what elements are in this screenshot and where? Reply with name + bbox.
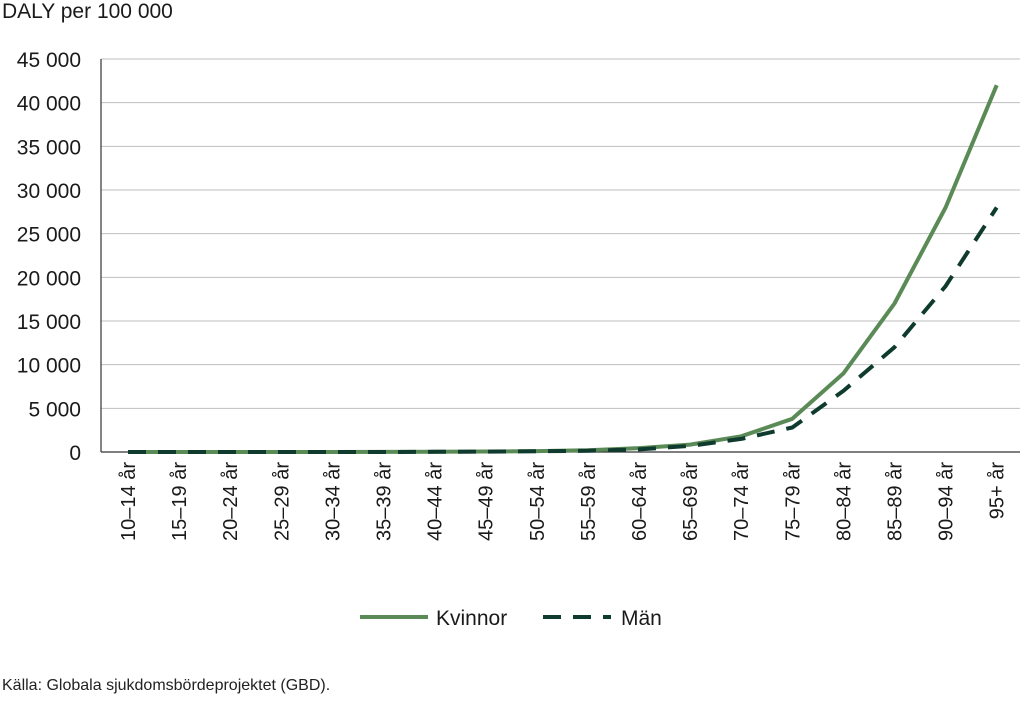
x-tick-label: 55–59 år (578, 462, 600, 541)
x-tick-label: 30–34 år (322, 462, 344, 541)
series-line-kvinnor (128, 84, 999, 454)
x-tick-label: 40–44 år (425, 462, 447, 541)
x-tick-label: 45–49 år (476, 462, 498, 541)
x-tick-label: 35–39 år (374, 462, 396, 541)
x-tick-label: 80–84 år (833, 462, 855, 541)
y-tick-label: 25 000 (17, 224, 81, 247)
y-tick-label: 30 000 (17, 180, 81, 203)
x-tick-label: 65–69 år (680, 462, 702, 541)
legend-label: Män (621, 607, 662, 630)
y-tick-label: 0 (69, 442, 81, 465)
line-chart: 0 5 000 10 000 15 000 20 000 25 000 30 000 35 0… (17, 49, 1020, 630)
x-tick-label: 95+ år (987, 462, 1009, 520)
y-tick-label: 45 000 (17, 49, 81, 72)
y-tick-label: 5 000 (28, 398, 81, 421)
x-tick-label: 90–94 år (936, 462, 958, 541)
y-tick-label: 20 000 (17, 267, 81, 290)
x-tick-label: 20–24 år (220, 462, 242, 541)
y-tick-label: 10 000 (17, 355, 81, 378)
y-tick-label: 15 000 (17, 311, 81, 334)
x-tick-label: 60–64 år (629, 462, 651, 541)
x-tick-label: 10–14 år (118, 462, 140, 541)
y-tick-label: 40 000 (17, 93, 81, 116)
x-tick-label: 85–89 år (885, 462, 907, 541)
y-axis-unit-label: DALY per 100 000 (2, 0, 173, 23)
x-tick-label: 25–29 år (271, 462, 293, 541)
x-tick-label: 70–74 år (731, 462, 753, 541)
x-tick-label: 15–19 år (169, 462, 191, 541)
x-tick-label: 75–79 år (782, 462, 804, 541)
series-line-man (128, 206, 999, 454)
legend-label: Kvinnor (436, 607, 507, 630)
y-tick-label: 35 000 (17, 136, 81, 159)
source-note: Källa: Globala sjukdomsbördeprojektet (G… (2, 677, 331, 694)
x-tick-label: 50–54 år (527, 462, 549, 541)
